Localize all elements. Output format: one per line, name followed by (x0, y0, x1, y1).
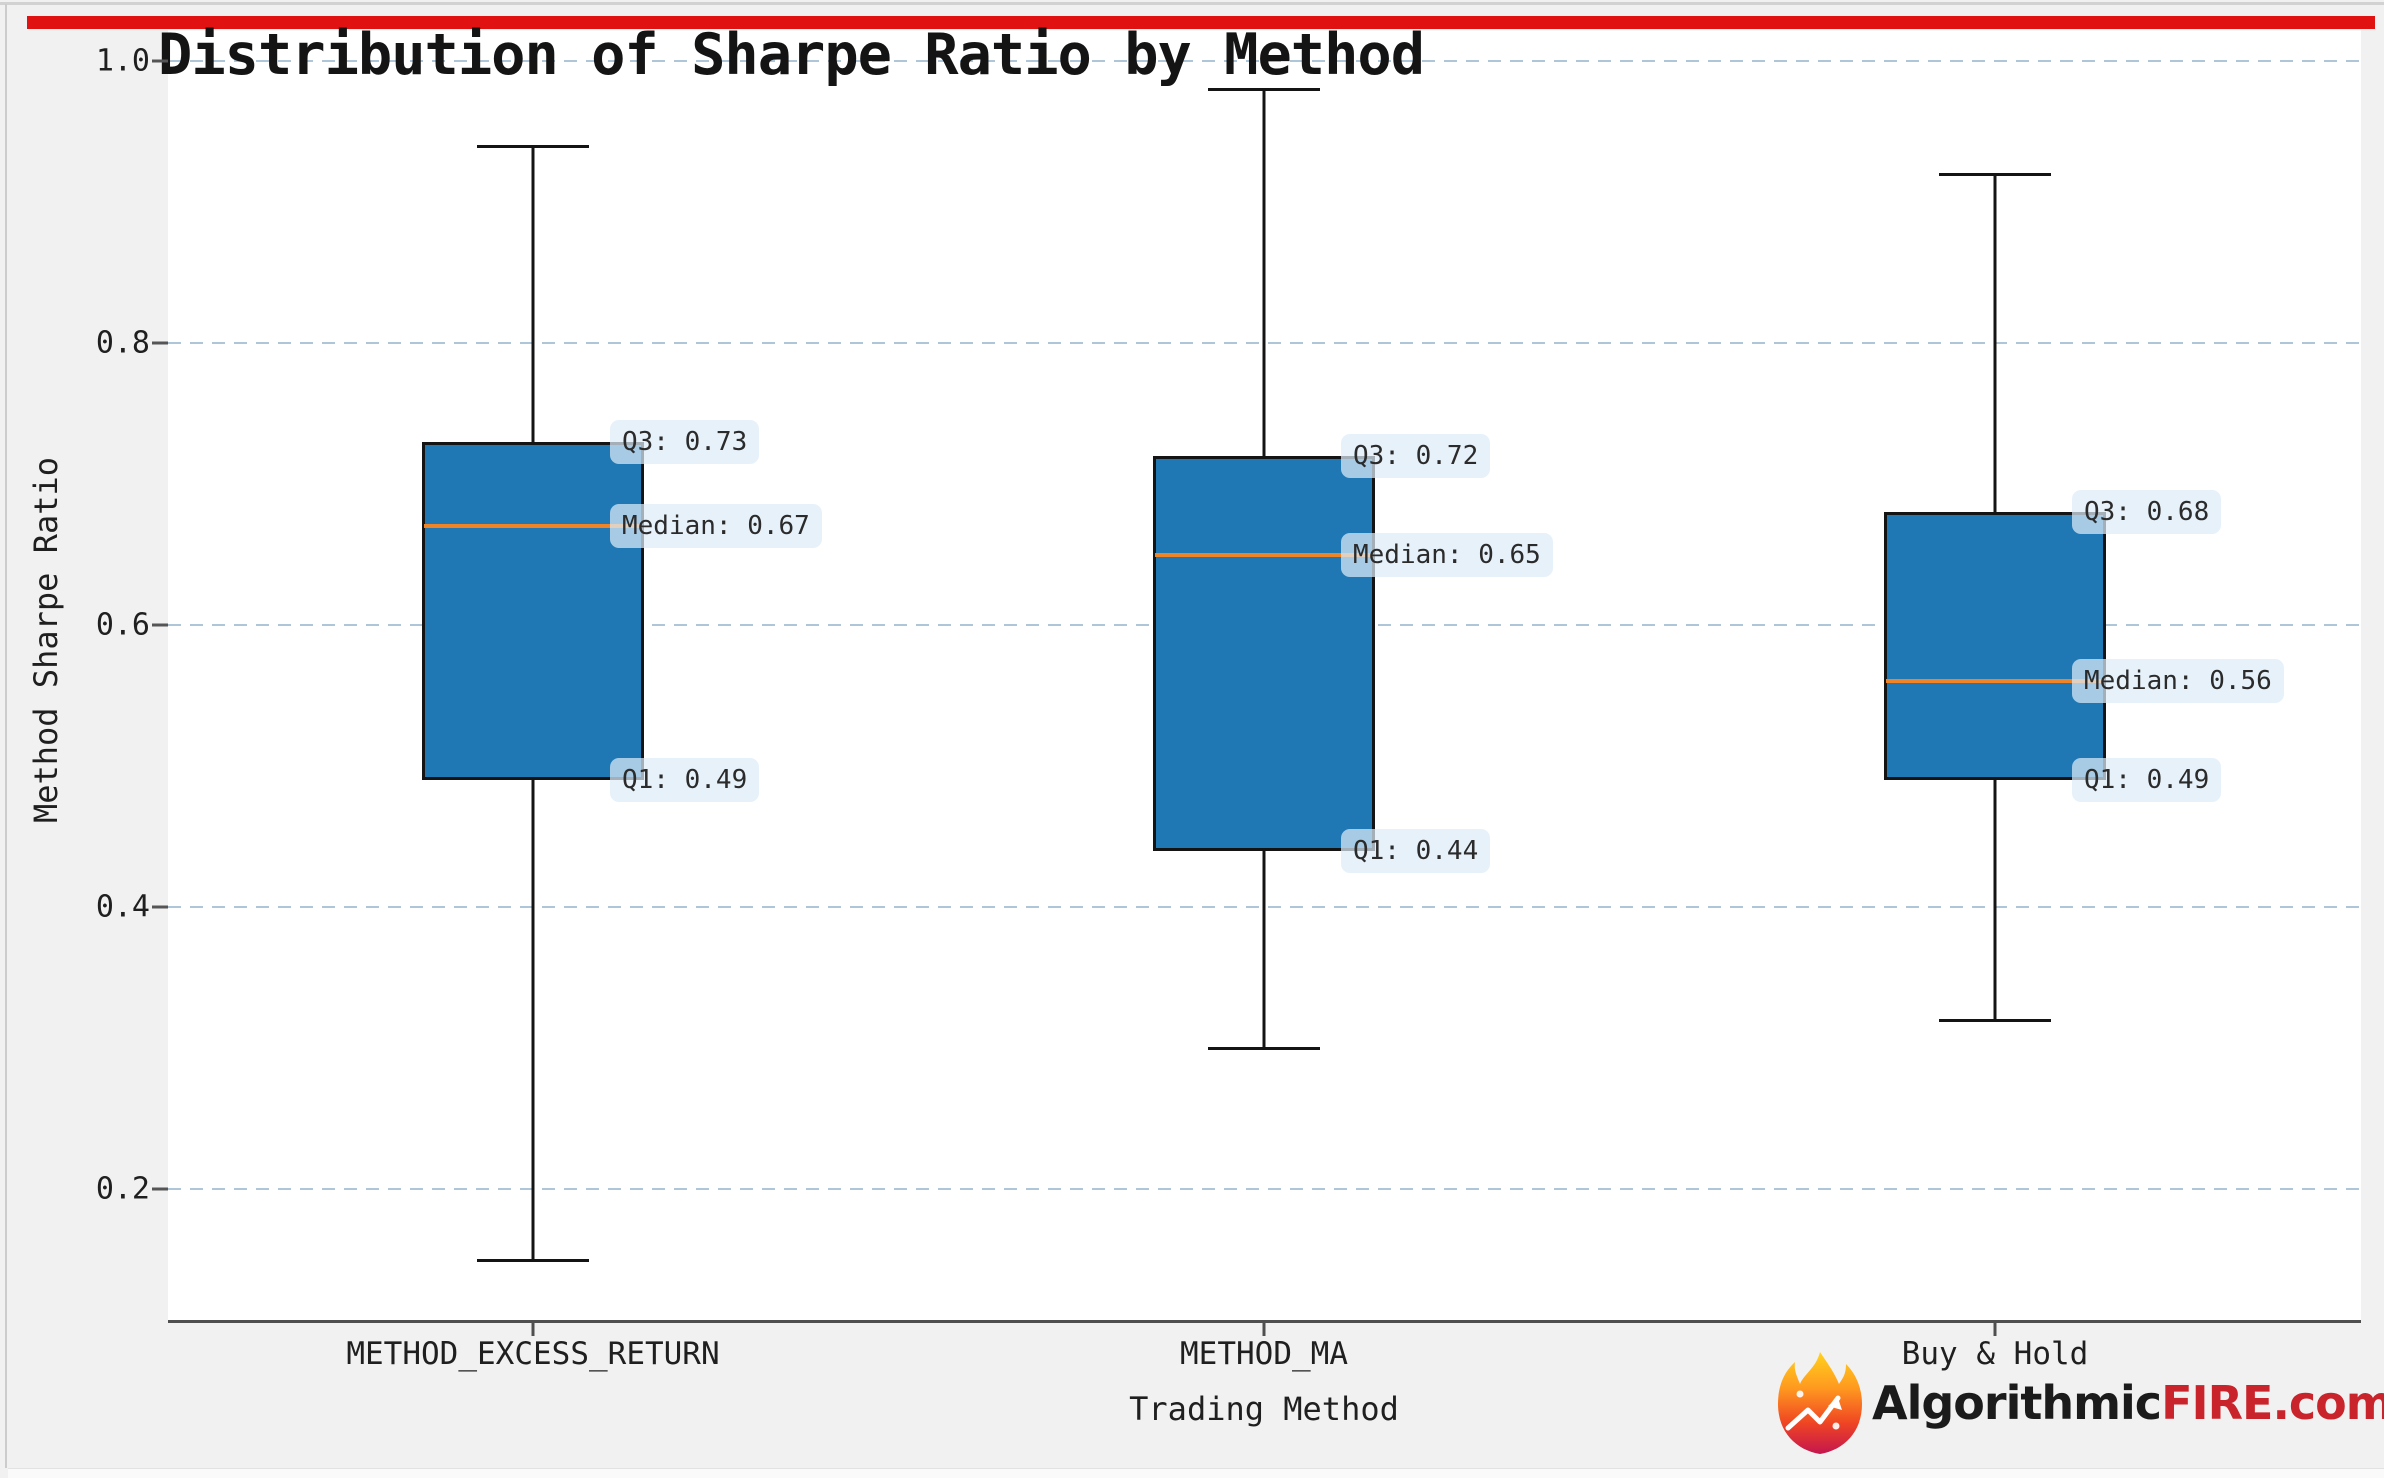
box-1 (1153, 455, 1375, 851)
annotation-median: Median: 0.56 (2072, 659, 2284, 704)
y-tick-label-0.8: 0.8 (95, 325, 150, 361)
window-bottom-border (8, 1468, 2384, 1478)
x-tick-mark-0 (531, 1323, 535, 1336)
watermark: AlgorithmicFIRE.com (1776, 1350, 2384, 1456)
flame-icon (1778, 1352, 1862, 1454)
whisker-upper (531, 145, 535, 442)
median-line-0 (424, 524, 642, 529)
y-tick-label-1.0: 1.0 (95, 43, 150, 79)
annotation-q1: Q1: 0.49 (2072, 758, 2222, 803)
median-line-1 (1155, 552, 1373, 557)
whisker-lower (531, 780, 535, 1260)
annotation-median: Median: 0.67 (610, 504, 822, 549)
chart-title: Distribution of Sharpe Ratio by Method (158, 22, 1425, 88)
window-top-border (0, 2, 2384, 5)
y-tick-mark-0.2 (152, 1187, 168, 1191)
whisker-cap-upper (1939, 172, 2051, 176)
whisker-cap-upper (1208, 88, 1320, 92)
watermark-text: AlgorithmicFIRE.com (1872, 1376, 2384, 1430)
x-tick-label-0: METHOD_EXCESS_RETURN (346, 1336, 720, 1372)
whisker-lower (1993, 780, 1997, 1020)
annotation-q3: Q3: 0.73 (610, 419, 760, 464)
annotation-q3: Q3: 0.72 (1341, 433, 1491, 478)
watermark-text-dark: Algorithmic (1872, 1376, 2162, 1430)
annotation-q3: Q3: 0.68 (2072, 490, 2222, 535)
whisker-cap-upper (477, 144, 589, 148)
y-tick-mark-0.6 (152, 623, 168, 627)
y-tick-mark-0.8 (152, 341, 168, 345)
whisker-upper (1262, 89, 1266, 456)
whisker-lower (1262, 850, 1266, 1048)
x-axis-line (168, 1320, 2361, 1323)
y-tick-label-0.6: 0.6 (95, 607, 150, 643)
top-accent-bar (27, 16, 2375, 29)
y-tick-label-0.4: 0.4 (95, 889, 150, 925)
box-2 (1884, 512, 2106, 781)
gridline-0.2 (168, 1188, 2361, 1190)
gridline-1.0 (168, 60, 2361, 62)
whisker-upper (1993, 173, 1997, 513)
x-tick-label-1: METHOD_MA (1180, 1336, 1348, 1372)
x-tick-mark-1 (1262, 1323, 1266, 1336)
box-0 (422, 441, 644, 781)
whisker-cap-lower (477, 1258, 589, 1262)
annotation-q1: Q1: 0.44 (1341, 828, 1491, 873)
x-tick-mark-2 (1993, 1323, 1997, 1336)
x-axis-label: Trading Method (1129, 1390, 1399, 1428)
whisker-cap-lower (1939, 1018, 2051, 1022)
annotation-q1: Q1: 0.49 (610, 758, 760, 803)
window-left-border (5, 4, 7, 1468)
median-line-2 (1886, 679, 2104, 684)
watermark-text-red: FIRE.com (2161, 1376, 2384, 1430)
x-tick-label-2: Buy & Hold (1901, 1336, 2089, 1372)
whisker-cap-lower (1208, 1047, 1320, 1050)
y-tick-mark-0.4 (152, 905, 168, 909)
y-tick-label-0.2: 0.2 (95, 1171, 150, 1207)
annotation-median: Median: 0.65 (1341, 532, 1553, 577)
y-tick-mark-1.0 (152, 59, 168, 63)
